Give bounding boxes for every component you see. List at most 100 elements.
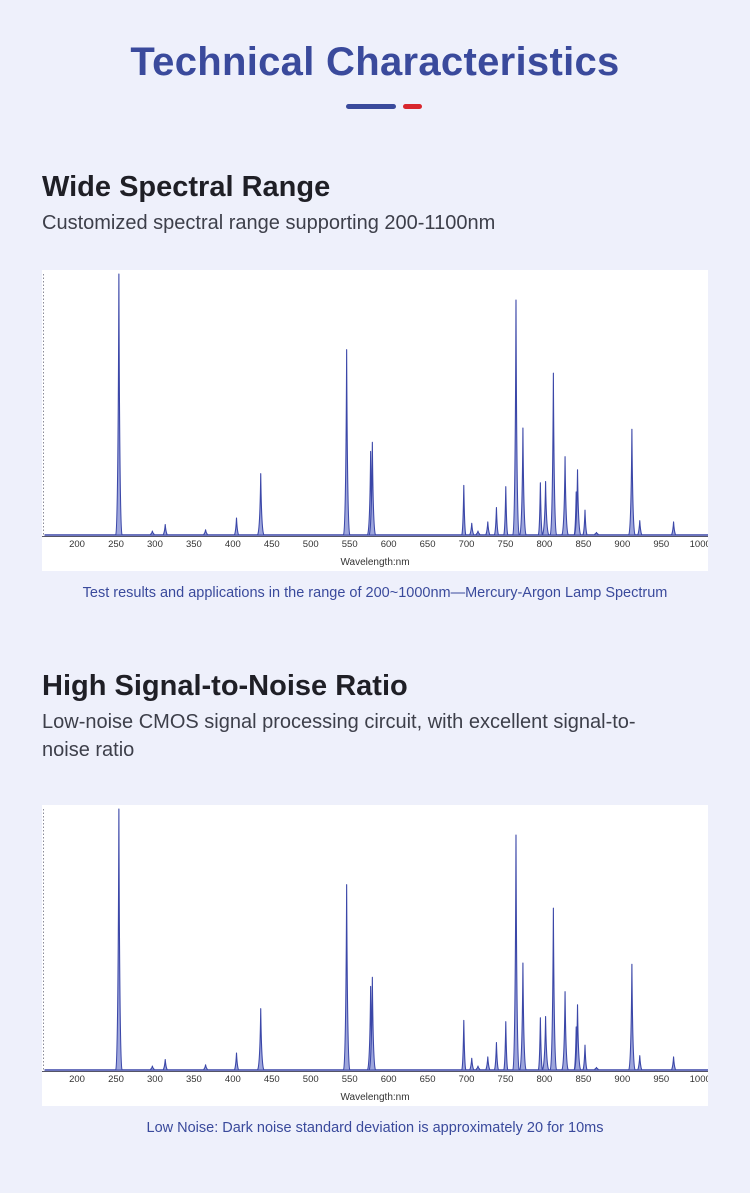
- x-tick-label: 500: [303, 539, 319, 550]
- section-title-spectral-range: Wide Spectral Range: [42, 171, 331, 203]
- spectrum-peak: [233, 517, 240, 536]
- spectrum-chart-1: 200 250 300 350 400 450 500 550 600 650 700 750 800 8…: [42, 270, 708, 571]
- spectrum-peak: [582, 1044, 588, 1071]
- x-tick-label: 200: [69, 1074, 85, 1085]
- x-tick-label: 350: [186, 539, 202, 550]
- x-tick-label: 400: [225, 539, 241, 550]
- section-title-snr: High Signal-to-Noise Ratio: [42, 670, 408, 702]
- spectrum-peak: [461, 1019, 467, 1071]
- spectrum-peak: [503, 1021, 509, 1071]
- spectrum-peak: [519, 962, 527, 1071]
- spectrum-peak: [162, 524, 168, 536]
- spectrum-peak: [475, 530, 481, 536]
- title-underline-red: [403, 104, 422, 109]
- spectrum-peak: [519, 427, 527, 536]
- spectrum-peak: [162, 1059, 168, 1071]
- x-tick-label: 950: [653, 539, 669, 550]
- spectrum-peak: [671, 521, 677, 536]
- spectrum-peak: [503, 486, 509, 536]
- spectrum-peak: [593, 531, 600, 536]
- spectrum-peak: [512, 299, 520, 536]
- spectrum-peak: [342, 349, 351, 536]
- spectrum-peak: [541, 1015, 550, 1071]
- spectrum-peak: [561, 456, 569, 536]
- x-tick-label: 800: [536, 539, 552, 550]
- spectrum-peak: [115, 273, 123, 536]
- x-tick-label: 850: [575, 1074, 591, 1085]
- x-tick-label: 900: [614, 1074, 630, 1085]
- section-desc-spectral-range: Customized spectral range supporting 200…: [42, 212, 496, 234]
- x-tick-label: 600: [381, 539, 397, 550]
- x-tick-label: 650: [420, 539, 436, 550]
- spectrum-peak: [541, 480, 550, 536]
- x-tick-label: 900: [614, 539, 630, 550]
- x-tick-label: 300: [147, 1074, 163, 1085]
- x-tick-label: 650: [420, 1074, 436, 1085]
- x-tick-label: 250: [108, 539, 124, 550]
- spectrum-peak: [537, 482, 543, 536]
- spectrum-peak: [628, 963, 636, 1071]
- x-tick-label: 200: [69, 539, 85, 550]
- spectrum-peak: [628, 428, 636, 536]
- spectrum-peak: [593, 1066, 600, 1071]
- spectrum-chart-1-svg: 200 250 300 350 400 450 500 550 600 650 700 750 800 8…: [42, 273, 708, 568]
- spectrum-peak: [493, 507, 499, 536]
- spectrum-peak: [573, 1004, 582, 1071]
- spectrum-peak: [203, 529, 209, 536]
- x-tick-label: 550: [342, 539, 358, 550]
- x-tick-label: 300: [147, 539, 163, 550]
- spectrum-peak: [485, 521, 491, 536]
- spectrum-peak: [256, 1008, 265, 1071]
- spectrum-peak: [512, 834, 520, 1071]
- spectrum-peak: [637, 520, 643, 536]
- spectrum-peak: [549, 372, 558, 536]
- x-tick-label: 550: [342, 1074, 358, 1085]
- x-tick-label: 800: [536, 1074, 552, 1085]
- x-tick-label: 400: [225, 1074, 241, 1085]
- chart-caption-2: Low Noise: Dark noise standard deviation…: [146, 1120, 604, 1136]
- x-axis-label: Wavelength:nm: [340, 557, 409, 568]
- page-title: Technical Characteristics: [130, 40, 620, 84]
- spectrum-peak: [149, 530, 155, 536]
- x-tick-label: 450: [264, 1074, 280, 1085]
- spectrum-peak: [573, 469, 582, 536]
- x-axis-label: Wavelength:nm: [340, 1092, 409, 1103]
- x-tick-label: 950: [653, 1074, 669, 1085]
- spectrum-peak: [475, 1065, 481, 1071]
- spectrum-peak: [149, 1065, 155, 1071]
- spectrum-peak: [461, 484, 467, 536]
- x-tick-label: 850: [575, 539, 591, 550]
- spectrum-chart-2-svg: 200 250 300 350 400 450 500 550 600 650 700 750 800 8…: [42, 808, 708, 1103]
- spectrum-peak: [233, 1052, 240, 1071]
- chart-caption-1: Test results and applications in the ran…: [82, 585, 668, 601]
- spectrum-peak: [469, 1057, 475, 1071]
- x-tick-label: 350: [186, 1074, 202, 1085]
- x-tick-label: 1000: [690, 539, 708, 550]
- spectrum-peak: [342, 884, 351, 1071]
- spectrum-peak: [256, 473, 265, 536]
- x-tick-label: 700: [459, 1074, 475, 1085]
- x-tick-label: 750: [498, 539, 514, 550]
- spectrum-peak: [469, 522, 475, 536]
- x-tick-label: 450: [264, 539, 280, 550]
- spectrum-peak: [115, 808, 123, 1071]
- x-tick-label: 250: [108, 1074, 124, 1085]
- x-tick-label: 700: [459, 539, 475, 550]
- spectrum-peak: [203, 1064, 209, 1071]
- spectrum-peak: [637, 1055, 643, 1071]
- spectrum-peak: [368, 441, 377, 536]
- title-underline-blue: [346, 104, 396, 109]
- spectrum-peak: [561, 991, 569, 1071]
- spectrum-peak: [537, 1017, 543, 1071]
- x-tick-label: 1000: [690, 1074, 708, 1085]
- spectrum-peak: [485, 1056, 491, 1071]
- spectrum-peak: [671, 1056, 677, 1071]
- section-desc-snr: Low-noise CMOS signal processing circuit…: [42, 711, 636, 761]
- spectrum-peak: [493, 1042, 499, 1071]
- spectrum-peak: [368, 976, 377, 1071]
- x-tick-label: 500: [303, 1074, 319, 1085]
- x-tick-label: 600: [381, 1074, 397, 1085]
- spectrum-peak: [582, 509, 588, 536]
- spectrum-peak: [549, 907, 558, 1071]
- spectrum-chart-2: 200 250 300 350 400 450 500 550 600 650 700 750 800 8…: [42, 805, 708, 1106]
